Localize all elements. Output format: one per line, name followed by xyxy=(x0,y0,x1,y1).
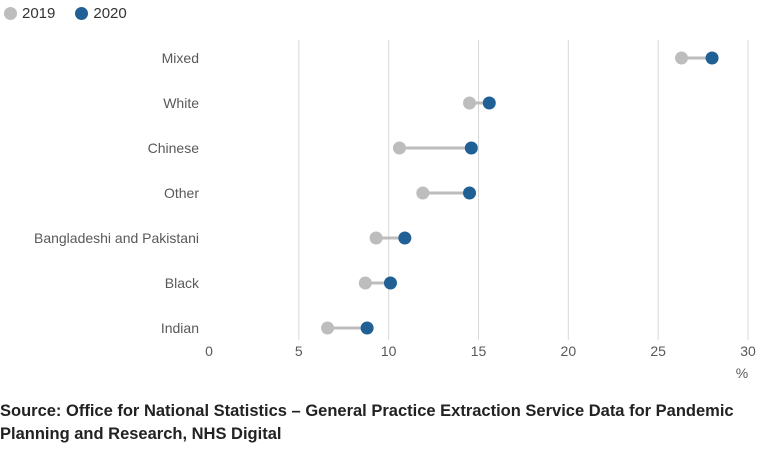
point-2020-mixed[interactable] xyxy=(705,51,719,65)
point-2019-white[interactable] xyxy=(463,96,477,110)
category-label-bangladeshi-and-pakistani: Bangladeshi and Pakistani xyxy=(34,230,199,246)
y-axis-categories: Mixed White Chinese Other Bangladeshi and Pa… xyxy=(34,50,200,336)
point-2020-bangladeshi-and-pakistani[interactable] xyxy=(398,231,412,245)
legend-label-2020: 2020 xyxy=(93,5,127,22)
dumbbell-chart: 0 5 10 15 20 25 30 Mixed White Chinese Other Bangl… xyxy=(34,40,756,381)
point-2019-mixed[interactable] xyxy=(675,51,689,65)
legend-swatch-2019 xyxy=(4,7,17,20)
point-2019-indian[interactable] xyxy=(321,321,335,335)
x-axis: 0 5 10 15 20 25 30 xyxy=(205,343,756,359)
point-2020-other[interactable] xyxy=(463,186,477,200)
legend-label-2019: 2019 xyxy=(22,5,56,22)
point-2019-chinese[interactable] xyxy=(392,141,406,155)
x-tick-label-0: 0 xyxy=(205,343,213,359)
chart-legend: 2019 2020 xyxy=(4,5,147,22)
x-tick-label-30: 30 xyxy=(740,343,756,359)
category-label-white: White xyxy=(163,95,199,111)
category-label-other: Other xyxy=(164,185,199,201)
x-tick-label-10: 10 xyxy=(381,343,397,359)
x-tick-label-15: 15 xyxy=(471,343,487,359)
point-2020-chinese[interactable] xyxy=(464,141,478,155)
point-2020-white[interactable] xyxy=(482,96,496,110)
x-tick-label-25: 25 xyxy=(650,343,666,359)
legend-item-2020[interactable]: 2020 xyxy=(75,5,127,22)
x-tick-label-5: 5 xyxy=(295,343,303,359)
legend-swatch-2020 xyxy=(75,7,89,20)
point-2020-indian[interactable] xyxy=(360,321,374,335)
x-tick-label-20: 20 xyxy=(561,343,577,359)
x-axis-unit-label: % xyxy=(736,365,748,381)
category-label-black: Black xyxy=(165,275,200,291)
point-2019-other[interactable] xyxy=(416,186,430,200)
category-label-mixed: Mixed xyxy=(162,50,199,66)
point-2019-bangladeshi-and-pakistani[interactable] xyxy=(369,231,383,245)
source-note: Source: Office for National Statistics –… xyxy=(0,402,734,443)
data-marks xyxy=(321,51,719,335)
gridlines xyxy=(298,40,749,340)
category-label-chinese: Chinese xyxy=(148,140,200,156)
category-label-indian: Indian xyxy=(161,320,199,336)
legend-item-2019[interactable]: 2019 xyxy=(4,5,55,22)
point-2019-black[interactable] xyxy=(358,276,372,290)
point-2020-black[interactable] xyxy=(383,276,397,290)
